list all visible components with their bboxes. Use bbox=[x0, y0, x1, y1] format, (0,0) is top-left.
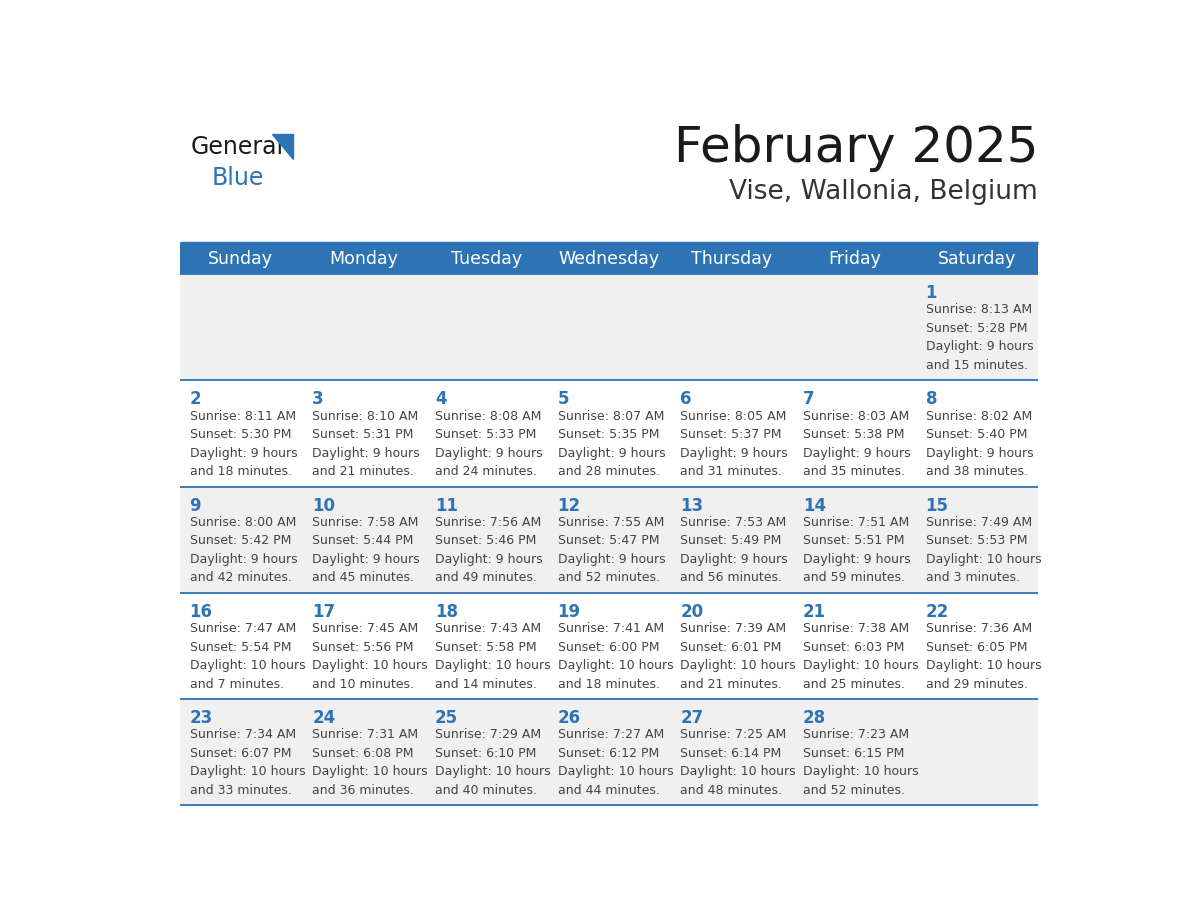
Text: 27: 27 bbox=[681, 710, 703, 727]
Text: Sunrise: 7:55 AM
Sunset: 5:47 PM
Daylight: 9 hours
and 52 minutes.: Sunrise: 7:55 AM Sunset: 5:47 PM Dayligh… bbox=[557, 516, 665, 585]
Text: Sunrise: 7:27 AM
Sunset: 6:12 PM
Daylight: 10 hours
and 44 minutes.: Sunrise: 7:27 AM Sunset: 6:12 PM Dayligh… bbox=[557, 729, 674, 797]
Text: 4: 4 bbox=[435, 390, 447, 409]
Text: 10: 10 bbox=[312, 497, 335, 515]
Text: 8: 8 bbox=[925, 390, 937, 409]
Text: Sunrise: 8:10 AM
Sunset: 5:31 PM
Daylight: 9 hours
and 21 minutes.: Sunrise: 8:10 AM Sunset: 5:31 PM Dayligh… bbox=[312, 409, 419, 478]
Text: 26: 26 bbox=[557, 710, 581, 727]
Text: 14: 14 bbox=[803, 497, 826, 515]
Polygon shape bbox=[272, 134, 292, 159]
Text: February 2025: February 2025 bbox=[674, 124, 1038, 172]
Text: Sunrise: 7:41 AM
Sunset: 6:00 PM
Daylight: 10 hours
and 18 minutes.: Sunrise: 7:41 AM Sunset: 6:00 PM Dayligh… bbox=[557, 622, 674, 690]
Text: 23: 23 bbox=[190, 710, 213, 727]
Text: 11: 11 bbox=[435, 497, 457, 515]
Text: Sunrise: 8:02 AM
Sunset: 5:40 PM
Daylight: 9 hours
and 38 minutes.: Sunrise: 8:02 AM Sunset: 5:40 PM Dayligh… bbox=[925, 409, 1034, 478]
Text: 17: 17 bbox=[312, 603, 335, 621]
Text: 16: 16 bbox=[190, 603, 213, 621]
Text: Sunrise: 7:39 AM
Sunset: 6:01 PM
Daylight: 10 hours
and 21 minutes.: Sunrise: 7:39 AM Sunset: 6:01 PM Dayligh… bbox=[681, 622, 796, 690]
Text: Sunrise: 7:38 AM
Sunset: 6:03 PM
Daylight: 10 hours
and 25 minutes.: Sunrise: 7:38 AM Sunset: 6:03 PM Dayligh… bbox=[803, 622, 918, 690]
Text: Thursday: Thursday bbox=[691, 250, 772, 268]
Bar bbox=[179, 243, 1038, 274]
Text: 28: 28 bbox=[803, 710, 826, 727]
Text: Sunrise: 8:00 AM
Sunset: 5:42 PM
Daylight: 9 hours
and 42 minutes.: Sunrise: 8:00 AM Sunset: 5:42 PM Dayligh… bbox=[190, 516, 297, 585]
Text: 2: 2 bbox=[190, 390, 201, 409]
Text: Sunrise: 7:25 AM
Sunset: 6:14 PM
Daylight: 10 hours
and 48 minutes.: Sunrise: 7:25 AM Sunset: 6:14 PM Dayligh… bbox=[681, 729, 796, 797]
Text: Sunrise: 7:36 AM
Sunset: 6:05 PM
Daylight: 10 hours
and 29 minutes.: Sunrise: 7:36 AM Sunset: 6:05 PM Dayligh… bbox=[925, 622, 1041, 690]
Text: Sunrise: 7:47 AM
Sunset: 5:54 PM
Daylight: 10 hours
and 7 minutes.: Sunrise: 7:47 AM Sunset: 5:54 PM Dayligh… bbox=[190, 622, 305, 690]
Text: Sunrise: 7:34 AM
Sunset: 6:07 PM
Daylight: 10 hours
and 33 minutes.: Sunrise: 7:34 AM Sunset: 6:07 PM Dayligh… bbox=[190, 729, 305, 797]
Text: Sunrise: 8:05 AM
Sunset: 5:37 PM
Daylight: 9 hours
and 31 minutes.: Sunrise: 8:05 AM Sunset: 5:37 PM Dayligh… bbox=[681, 409, 788, 478]
Text: Sunrise: 8:11 AM
Sunset: 5:30 PM
Daylight: 9 hours
and 18 minutes.: Sunrise: 8:11 AM Sunset: 5:30 PM Dayligh… bbox=[190, 409, 297, 478]
Text: 25: 25 bbox=[435, 710, 459, 727]
Text: 21: 21 bbox=[803, 603, 826, 621]
Text: Sunrise: 7:43 AM
Sunset: 5:58 PM
Daylight: 10 hours
and 14 minutes.: Sunrise: 7:43 AM Sunset: 5:58 PM Dayligh… bbox=[435, 622, 550, 690]
Text: Sunrise: 7:49 AM
Sunset: 5:53 PM
Daylight: 10 hours
and 3 minutes.: Sunrise: 7:49 AM Sunset: 5:53 PM Dayligh… bbox=[925, 516, 1041, 585]
Bar bbox=[179, 593, 1038, 700]
Text: 24: 24 bbox=[312, 710, 335, 727]
Text: Sunrise: 7:56 AM
Sunset: 5:46 PM
Daylight: 9 hours
and 49 minutes.: Sunrise: 7:56 AM Sunset: 5:46 PM Dayligh… bbox=[435, 516, 543, 585]
Text: Friday: Friday bbox=[828, 250, 880, 268]
Text: Sunrise: 7:45 AM
Sunset: 5:56 PM
Daylight: 10 hours
and 10 minutes.: Sunrise: 7:45 AM Sunset: 5:56 PM Dayligh… bbox=[312, 622, 428, 690]
Text: 19: 19 bbox=[557, 603, 581, 621]
Text: Sunrise: 7:58 AM
Sunset: 5:44 PM
Daylight: 9 hours
and 45 minutes.: Sunrise: 7:58 AM Sunset: 5:44 PM Dayligh… bbox=[312, 516, 419, 585]
Text: Sunrise: 7:23 AM
Sunset: 6:15 PM
Daylight: 10 hours
and 52 minutes.: Sunrise: 7:23 AM Sunset: 6:15 PM Dayligh… bbox=[803, 729, 918, 797]
Text: Sunrise: 8:03 AM
Sunset: 5:38 PM
Daylight: 9 hours
and 35 minutes.: Sunrise: 8:03 AM Sunset: 5:38 PM Dayligh… bbox=[803, 409, 910, 478]
Text: Tuesday: Tuesday bbox=[450, 250, 522, 268]
Bar bbox=[179, 700, 1038, 805]
Text: 22: 22 bbox=[925, 603, 949, 621]
Text: Wednesday: Wednesday bbox=[558, 250, 659, 268]
Text: Sunrise: 8:08 AM
Sunset: 5:33 PM
Daylight: 9 hours
and 24 minutes.: Sunrise: 8:08 AM Sunset: 5:33 PM Dayligh… bbox=[435, 409, 543, 478]
Text: Vise, Wallonia, Belgium: Vise, Wallonia, Belgium bbox=[729, 179, 1038, 206]
Bar bbox=[179, 487, 1038, 593]
Text: Sunrise: 7:29 AM
Sunset: 6:10 PM
Daylight: 10 hours
and 40 minutes.: Sunrise: 7:29 AM Sunset: 6:10 PM Dayligh… bbox=[435, 729, 550, 797]
Text: 1: 1 bbox=[925, 285, 937, 302]
Text: 20: 20 bbox=[681, 603, 703, 621]
Text: General: General bbox=[191, 135, 284, 159]
Text: 12: 12 bbox=[557, 497, 581, 515]
Text: 13: 13 bbox=[681, 497, 703, 515]
Text: Sunrise: 8:07 AM
Sunset: 5:35 PM
Daylight: 9 hours
and 28 minutes.: Sunrise: 8:07 AM Sunset: 5:35 PM Dayligh… bbox=[557, 409, 665, 478]
Text: Sunday: Sunday bbox=[208, 250, 273, 268]
Text: 9: 9 bbox=[190, 497, 201, 515]
Text: Sunrise: 7:53 AM
Sunset: 5:49 PM
Daylight: 9 hours
and 56 minutes.: Sunrise: 7:53 AM Sunset: 5:49 PM Dayligh… bbox=[681, 516, 788, 585]
Text: Blue: Blue bbox=[211, 166, 265, 190]
Bar bbox=[179, 274, 1038, 380]
Text: 3: 3 bbox=[312, 390, 324, 409]
Text: 5: 5 bbox=[557, 390, 569, 409]
Text: Sunrise: 7:51 AM
Sunset: 5:51 PM
Daylight: 9 hours
and 59 minutes.: Sunrise: 7:51 AM Sunset: 5:51 PM Dayligh… bbox=[803, 516, 910, 585]
Text: Sunrise: 8:13 AM
Sunset: 5:28 PM
Daylight: 9 hours
and 15 minutes.: Sunrise: 8:13 AM Sunset: 5:28 PM Dayligh… bbox=[925, 304, 1034, 372]
Text: 7: 7 bbox=[803, 390, 815, 409]
Text: 18: 18 bbox=[435, 603, 457, 621]
Text: Monday: Monday bbox=[329, 250, 398, 268]
Bar bbox=[179, 380, 1038, 487]
Text: Sunrise: 7:31 AM
Sunset: 6:08 PM
Daylight: 10 hours
and 36 minutes.: Sunrise: 7:31 AM Sunset: 6:08 PM Dayligh… bbox=[312, 729, 428, 797]
Text: Saturday: Saturday bbox=[937, 250, 1016, 268]
Text: 15: 15 bbox=[925, 497, 948, 515]
Text: 6: 6 bbox=[681, 390, 691, 409]
